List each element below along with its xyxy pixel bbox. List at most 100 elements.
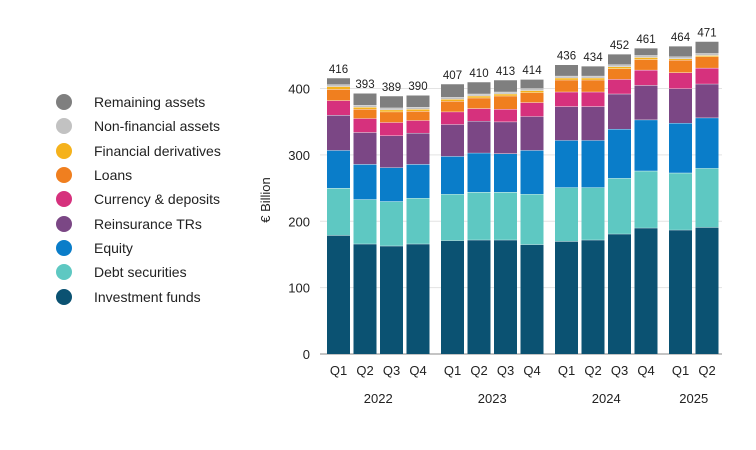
bar-segment — [669, 46, 692, 57]
bar-segment — [520, 79, 544, 89]
bar-segment — [555, 64, 578, 76]
bar-segment — [441, 124, 464, 157]
total-label: 464 — [671, 32, 691, 44]
bar-segment — [441, 240, 464, 354]
total-label: 416 — [329, 64, 348, 76]
legend-label: Investment funds — [94, 288, 201, 305]
legend-item: Non-financial assets — [56, 114, 221, 138]
bar-segment — [353, 132, 377, 165]
bar-segment — [467, 93, 491, 96]
bar-segment — [608, 178, 631, 234]
bar-segment — [327, 150, 350, 189]
bar-segment — [327, 77, 350, 85]
bar-segment — [380, 111, 403, 123]
bar-segment — [669, 72, 692, 89]
legend-label: Currency & deposits — [94, 191, 221, 208]
legend-label: Reinsurance TRs — [94, 215, 202, 232]
bar-segment — [555, 187, 578, 242]
bar-segment — [353, 93, 377, 106]
bar-segment — [467, 152, 491, 193]
bar-segment — [494, 93, 517, 96]
bar-segment — [581, 75, 605, 78]
bar-segment — [406, 164, 430, 199]
bar-segment — [581, 91, 605, 107]
bar-segment — [406, 198, 430, 244]
bar-segment — [581, 77, 605, 80]
bar-segment — [634, 57, 658, 60]
bar-segment — [327, 84, 350, 87]
legend-item: Remaining assets — [56, 90, 221, 114]
legend-swatch — [56, 118, 72, 135]
bar-segment — [520, 88, 544, 91]
legend-item: Equity — [56, 236, 221, 260]
bar-segment — [608, 233, 631, 354]
x-tick-label: Q1 — [444, 363, 461, 378]
legend-label: Remaining assets — [94, 94, 206, 111]
bar-segment — [581, 65, 605, 76]
x-tick-label: Q1 — [330, 363, 347, 378]
bar-segment — [520, 92, 544, 103]
x-tick-label: Q3 — [611, 363, 628, 378]
y-tick-label: 300 — [288, 148, 310, 163]
bar-segment — [669, 172, 692, 230]
bar-segment — [406, 120, 430, 133]
bar-segment — [353, 243, 377, 354]
bar-segment — [555, 75, 578, 78]
bar-segment — [406, 243, 430, 354]
bar-segment — [327, 89, 350, 101]
x-tick-label: Q2 — [698, 363, 715, 378]
year-label: 2022 — [364, 391, 393, 406]
x-tick-label: Q3 — [383, 363, 400, 378]
x-tick-label: Q2 — [356, 363, 373, 378]
bar-segment — [669, 123, 692, 173]
bar-segment — [555, 241, 578, 354]
total-label: 471 — [697, 27, 716, 39]
bar-segment — [520, 102, 544, 117]
bar-segment — [441, 156, 464, 195]
bar-segment — [406, 107, 430, 110]
legend-label: Financial derivatives — [94, 142, 221, 159]
bar-segment — [327, 86, 350, 90]
bar-segment — [380, 109, 403, 112]
bar-segment — [380, 167, 403, 202]
bar-segment — [353, 118, 377, 133]
bar-segment — [634, 55, 658, 58]
bar-segment — [608, 128, 631, 179]
bar-segment — [406, 111, 430, 121]
bar-segment — [441, 83, 464, 98]
legend-label: Non-financial assets — [94, 118, 221, 135]
bar-segment — [695, 53, 719, 56]
bar-segment — [441, 194, 464, 241]
bar-segment — [467, 97, 491, 109]
legend-item: Debt securities — [56, 260, 221, 284]
bar-segment — [555, 140, 578, 188]
total-label: 393 — [355, 79, 374, 91]
bar-segment — [380, 245, 403, 354]
bar-segment — [581, 106, 605, 141]
bar-segment — [327, 235, 350, 354]
bar-segment — [555, 106, 578, 141]
bar-segment — [467, 95, 491, 98]
bar-segment — [634, 170, 658, 228]
total-label: 452 — [610, 40, 629, 52]
bar-segment — [380, 107, 403, 110]
total-label: 461 — [636, 34, 655, 46]
bar-segment — [494, 239, 517, 354]
bar-segment — [555, 77, 578, 80]
bar-segment — [380, 122, 403, 136]
bar-segment — [520, 116, 544, 151]
x-tick-label: Q4 — [637, 363, 654, 378]
bar-segment — [406, 109, 430, 112]
bar-segment — [380, 95, 403, 108]
legend-item: Financial derivatives — [56, 139, 221, 163]
legend-item: Loans — [56, 163, 221, 187]
bar-segment — [608, 66, 631, 69]
legend-swatch — [56, 264, 72, 281]
legend-item: Currency & deposits — [56, 187, 221, 211]
y-axis-label: € Billion — [258, 177, 273, 223]
bar-segment — [608, 93, 631, 129]
bar-segment — [695, 41, 719, 54]
bar-segment — [441, 97, 464, 100]
bar-segment — [327, 188, 350, 236]
